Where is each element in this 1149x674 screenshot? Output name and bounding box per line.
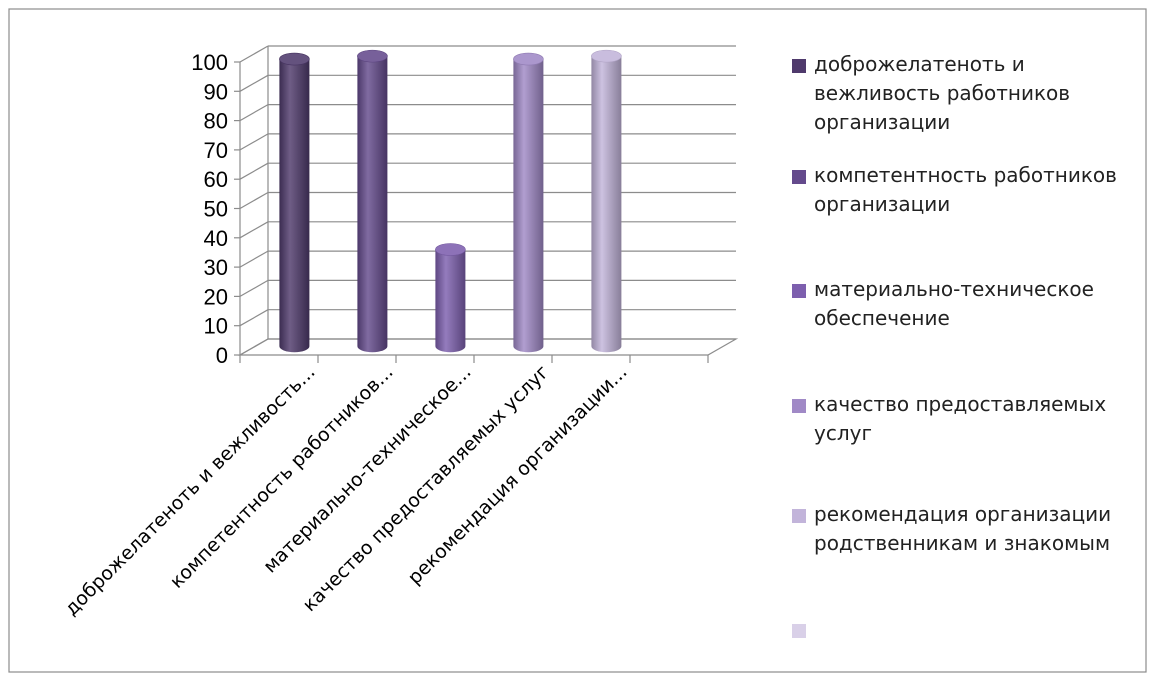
y-tick-label: 10 <box>204 314 228 339</box>
chart-border <box>8 8 1147 673</box>
bar-2 <box>357 49 388 353</box>
gridline-diagonal <box>239 74 269 92</box>
legend-swatch <box>792 284 806 298</box>
bar-top <box>591 49 622 63</box>
bar-body <box>591 56 622 353</box>
bar-top <box>279 52 310 66</box>
y-tick-label: 80 <box>204 109 228 134</box>
bar-top <box>513 52 544 66</box>
bar-body <box>513 59 544 353</box>
bar-top <box>357 49 388 63</box>
bar-1 <box>279 52 310 353</box>
gridline-diagonal <box>239 162 269 180</box>
legend-label: компетентность работников организации <box>814 163 1117 216</box>
legend-swatch <box>792 624 806 638</box>
y-tick-label: 90 <box>204 79 228 104</box>
gridline-diagonal <box>239 309 269 327</box>
bar-body <box>357 56 388 353</box>
legend-label: материально-техническое обеспечение <box>814 277 1094 330</box>
gridline-diagonal <box>239 45 269 63</box>
y-tick-label: 60 <box>204 167 228 192</box>
bar-5 <box>591 49 622 353</box>
gridline-diagonal <box>239 133 269 151</box>
legend-swatch <box>792 59 806 73</box>
gridline-diagonal <box>239 250 269 268</box>
y-tick-label: 0 <box>216 343 228 368</box>
bar-top <box>435 243 466 256</box>
bar-4 <box>513 52 544 353</box>
gridline-diagonal <box>239 279 269 297</box>
y-tick-label: 70 <box>204 138 228 163</box>
bar-body <box>435 249 466 353</box>
bars <box>279 49 622 353</box>
legend-swatch <box>792 170 806 184</box>
y-tick-label: 50 <box>204 197 228 222</box>
y-tick-label: 20 <box>204 284 228 309</box>
floor <box>237 338 739 356</box>
y-axis-ticks: 0 10 20 30 40 50 60 70 80 90 100 <box>191 50 240 368</box>
legend-swatch <box>792 399 806 413</box>
gridline-diagonal <box>239 191 269 210</box>
legend-label: качество предоставляемых услуг <box>814 392 1107 445</box>
bar-3 <box>435 243 466 353</box>
gridlines <box>237 45 739 356</box>
bar-body <box>279 59 310 353</box>
y-tick-label: 30 <box>204 255 228 280</box>
legend-label: доброжелатеноть и вежливость работников … <box>814 52 1071 134</box>
y-tick-label: 40 <box>204 226 228 251</box>
x-axis-ticks: доброжелатеноть и вежливость...компетент… <box>60 355 709 620</box>
legend-label: рекомендация организации родственникам и… <box>814 502 1112 555</box>
gridline-diagonal <box>239 221 269 239</box>
gridline-diagonal <box>239 104 269 122</box>
legend-swatch <box>792 509 806 523</box>
y-tick-label: 100 <box>191 50 228 75</box>
